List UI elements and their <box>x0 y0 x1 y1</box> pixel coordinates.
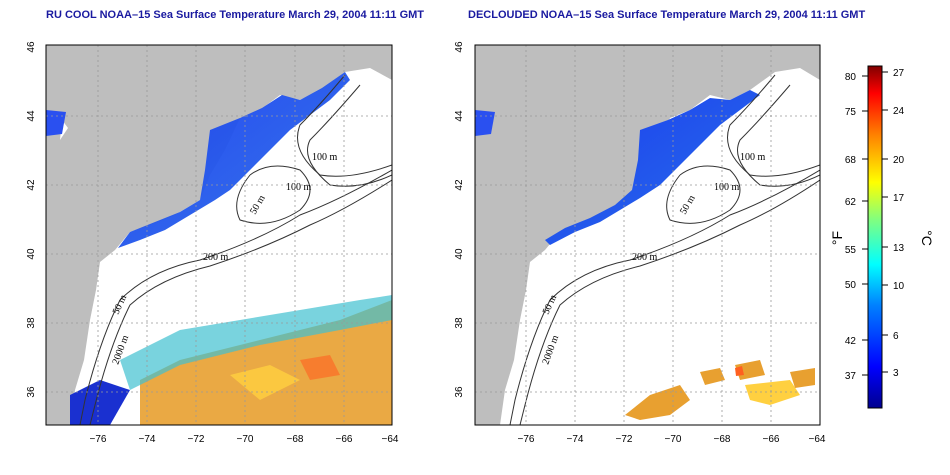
land-mass <box>475 45 820 425</box>
cold-sst-region <box>545 90 760 245</box>
fahrenheit-tick: 68 <box>845 155 857 166</box>
longitude-tick: −76 <box>518 434 535 445</box>
right-map-title: DECLOUDED NOAA–15 Sea Surface Temperatur… <box>468 9 866 21</box>
left-longitude-ticks: −76 −74 −72 −70 −68 −66 −64 <box>90 434 399 445</box>
celsius-tick: 17 <box>893 193 905 204</box>
right-map: 100 m 100 m 50 m 200 m 50 m 2000 m <box>475 45 820 425</box>
land-mass <box>46 45 392 425</box>
longitude-tick: −70 <box>665 434 682 445</box>
latitude-tick: 44 <box>454 110 465 122</box>
latitude-tick: 42 <box>26 179 37 191</box>
contour-label: 100 m <box>740 152 766 163</box>
longitude-tick: −72 <box>188 434 205 445</box>
fahrenheit-tick: 80 <box>845 72 857 83</box>
celsius-ticks: 27 24 20 17 13 10 6 3 <box>893 68 905 379</box>
longitude-tick: −70 <box>237 434 254 445</box>
longitude-tick: −74 <box>139 434 156 445</box>
contour-label: 200 m <box>632 252 658 263</box>
right-map-frame <box>474 44 821 426</box>
graticule-left <box>46 45 392 425</box>
longitude-tick: −74 <box>567 434 584 445</box>
longitude-tick: −68 <box>287 434 304 445</box>
celsius-tick: 13 <box>893 243 905 254</box>
longitude-tick: −64 <box>382 434 399 445</box>
celsius-tick: 27 <box>893 68 905 79</box>
celsius-tick: 24 <box>893 106 905 117</box>
longitude-tick: −64 <box>809 434 826 445</box>
latitude-tick: 42 <box>454 179 465 191</box>
celsius-tick: 20 <box>893 155 905 166</box>
contour-label: 100 m <box>286 182 312 193</box>
fahrenheit-tick: 75 <box>845 107 857 118</box>
colorbar-tick-marks <box>862 71 888 376</box>
longitude-tick: −76 <box>90 434 107 445</box>
longitude-tick: −66 <box>763 434 780 445</box>
left-map: 100 m 100 m 50 m 200 m 50 m 2000 m <box>46 45 392 425</box>
left-latitude-ticks: 46 44 42 40 38 36 <box>26 41 37 398</box>
left-map-frame <box>45 44 393 426</box>
left-map-title: RU COOL NOAA–15 Sea Surface Temperature … <box>46 9 425 21</box>
longitude-tick: −68 <box>714 434 731 445</box>
latitude-tick: 40 <box>26 248 37 260</box>
fahrenheit-tick: 42 <box>845 336 857 347</box>
colorbar-gradient <box>867 65 883 409</box>
latitude-tick: 38 <box>454 317 465 329</box>
right-longitude-ticks: −76 −74 −72 −70 −68 −66 −64 <box>518 434 826 445</box>
celsius-tick: 10 <box>893 281 905 292</box>
contour-label: 200 m <box>203 252 229 263</box>
fahrenheit-tick: 37 <box>845 371 857 382</box>
latitude-tick: 44 <box>26 110 37 122</box>
latitude-tick: 40 <box>454 248 465 260</box>
latitude-tick: 46 <box>26 41 37 53</box>
latitude-tick: 36 <box>26 386 37 398</box>
celsius-tick: 6 <box>893 331 899 342</box>
latitude-tick: 38 <box>26 317 37 329</box>
colorbar: °F °C 80 75 68 62 55 50 42 37 27 24 20 1… <box>829 65 935 409</box>
fahrenheit-tick: 62 <box>845 197 857 208</box>
latitude-tick: 36 <box>454 386 465 398</box>
bathymetry-contours <box>509 74 820 425</box>
graticule-right <box>475 45 820 425</box>
right-latitude-ticks: 46 44 42 40 38 36 <box>454 41 465 398</box>
latitude-tick: 46 <box>454 41 465 53</box>
celsius-unit-label: °C <box>919 230 935 246</box>
longitude-tick: −66 <box>336 434 353 445</box>
warm-sst-patches <box>625 360 815 420</box>
celsius-tick: 3 <box>893 368 899 379</box>
contour-label: 100 m <box>312 152 338 163</box>
contour-label: 100 m <box>714 182 740 193</box>
fahrenheit-tick: 55 <box>845 245 857 256</box>
fahrenheit-unit-label: °F <box>829 231 845 245</box>
fahrenheit-tick: 50 <box>845 280 857 291</box>
fahrenheit-ticks: 80 75 68 62 55 50 42 37 <box>845 72 857 382</box>
bathymetry-contours <box>79 74 392 425</box>
longitude-tick: −72 <box>616 434 633 445</box>
